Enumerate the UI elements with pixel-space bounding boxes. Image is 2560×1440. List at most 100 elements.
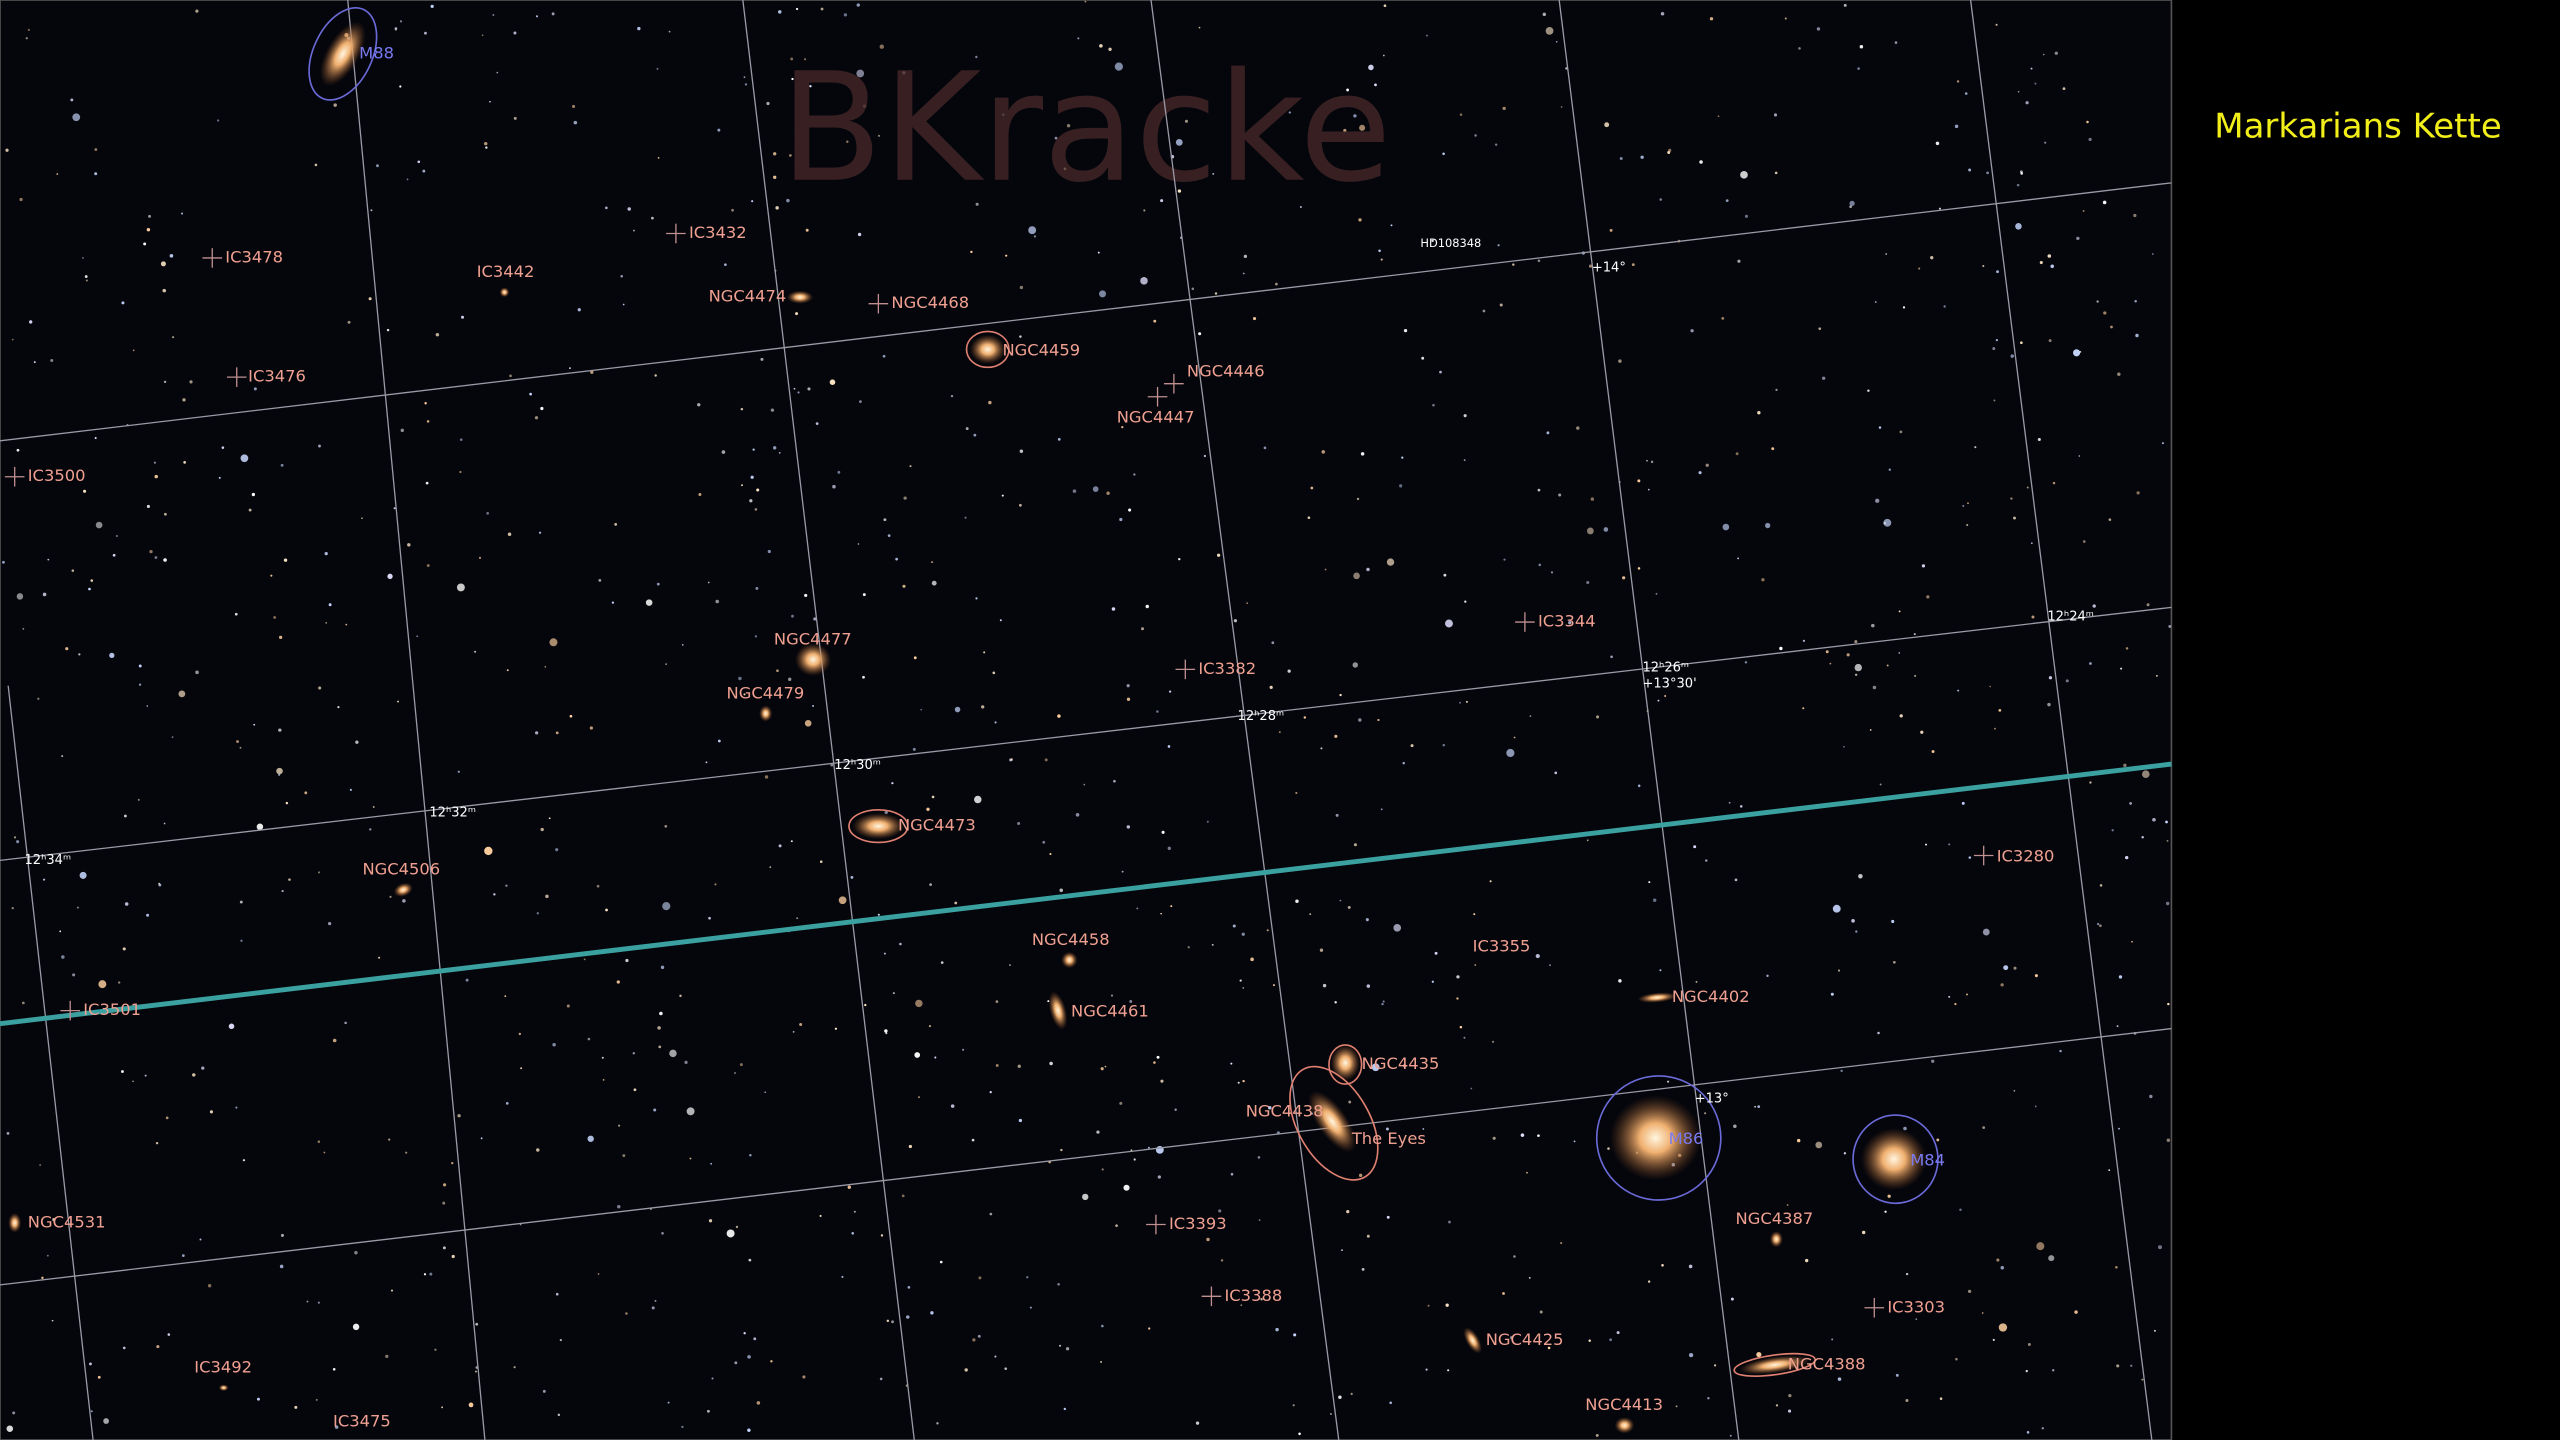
object-label: NGC4402 [1672, 987, 1750, 1006]
galaxy-outline [848, 808, 909, 844]
star [79, 871, 87, 879]
star [1948, 995, 1951, 998]
star [456, 583, 465, 592]
star [767, 549, 771, 554]
star [662, 902, 671, 911]
star [76, 906, 79, 909]
star [970, 250, 973, 254]
star [1494, 143, 1498, 146]
star [962, 1048, 965, 1051]
star [442, 1201, 446, 1205]
star [1114, 62, 1123, 71]
star [1233, 619, 1237, 623]
star [2156, 675, 2158, 677]
star [1705, 859, 1708, 862]
star [1356, 497, 1360, 501]
star [1365, 918, 1369, 922]
galaxy-outline [965, 330, 1010, 369]
star [2168, 625, 2172, 628]
star [1761, 578, 1765, 582]
star [1884, 1210, 1887, 1213]
star [1473, 913, 1476, 916]
star [2076, 236, 2080, 241]
galaxy [393, 882, 413, 897]
star [1366, 1234, 1370, 1238]
star [2120, 667, 2123, 670]
star [507, 532, 512, 536]
star [1998, 708, 2002, 712]
object-label: IC3393 [1169, 1214, 1227, 1233]
star [2013, 966, 2017, 970]
star [1604, 122, 1610, 128]
star [754, 508, 758, 511]
star [1993, 399, 1996, 402]
star [1832, 904, 1841, 913]
star [407, 543, 411, 547]
star [859, 400, 862, 404]
star [1383, 4, 1387, 8]
star [883, 952, 886, 955]
star [1721, 316, 1725, 320]
star [885, 1032, 888, 1035]
star [1986, 171, 1989, 175]
galaxy [499, 287, 510, 298]
star [2082, 540, 2086, 543]
star [1695, 980, 1698, 983]
star [651, 216, 654, 220]
galaxy [1463, 1327, 1482, 1354]
star [2088, 137, 2092, 142]
star [2133, 213, 2137, 218]
star [1353, 572, 1360, 580]
star [977, 1334, 981, 1338]
star [288, 878, 291, 881]
star [354, 1251, 358, 1255]
star [983, 651, 986, 654]
star [478, 556, 482, 559]
grid-line [0, 182, 2172, 442]
star [1861, 1230, 1866, 1235]
star [1603, 527, 1609, 532]
star [715, 599, 720, 604]
star [1939, 1397, 1943, 1400]
star [815, 422, 819, 426]
star [496, 71, 499, 74]
star [1855, 930, 1858, 933]
star [1019, 449, 1024, 453]
star [879, 1377, 883, 1381]
star [1657, 699, 1660, 702]
star [2047, 254, 2052, 258]
star [124, 902, 129, 906]
star [790, 57, 794, 61]
star [1401, 456, 1404, 459]
star [660, 965, 665, 970]
star [930, 1311, 934, 1315]
star [1774, 171, 1778, 175]
star [2130, 1364, 2133, 1367]
object-label: NGC4438 [1246, 1101, 1324, 1120]
star [2151, 253, 2154, 255]
star [1330, 1413, 1332, 1415]
star [1307, 516, 1311, 520]
star [1802, 639, 1805, 642]
star [1902, 306, 1906, 309]
star [978, 1276, 982, 1280]
star [1854, 640, 1858, 644]
star [1943, 305, 1946, 308]
star [2136, 491, 2140, 495]
star [1368, 64, 1374, 71]
star [389, 895, 392, 898]
star [1996, 270, 1999, 274]
star [658, 1045, 662, 1049]
star [2123, 763, 2127, 768]
star [1119, 517, 1123, 522]
star [1609, 1338, 1612, 1342]
star [2167, 1002, 2170, 1006]
star [1549, 964, 1552, 967]
star [1143, 209, 1146, 212]
star [1996, 1258, 2000, 1262]
star [625, 958, 629, 963]
star [474, 1370, 477, 1373]
star [121, 301, 125, 305]
star [856, 69, 865, 78]
star [1358, 1173, 1363, 1178]
